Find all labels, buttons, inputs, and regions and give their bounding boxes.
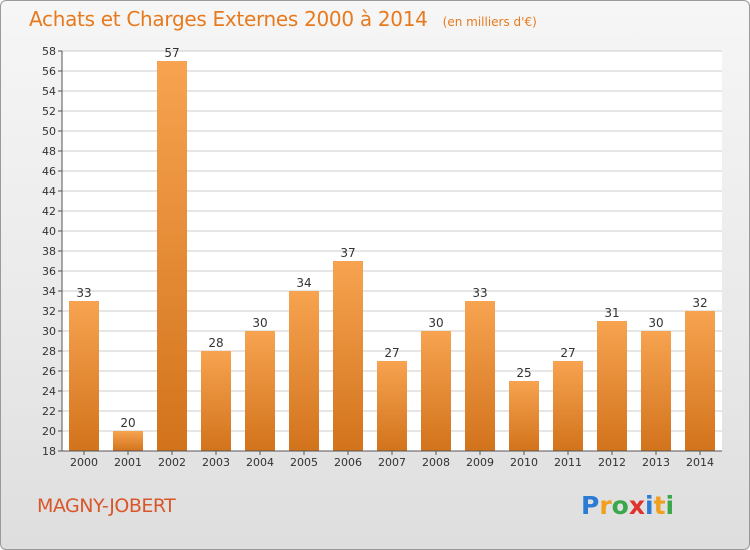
chart-title-block: Achats et Charges Externes 2000 à 2014 (… — [29, 7, 537, 31]
bar — [641, 331, 671, 451]
x-tick-label: 2013 — [642, 456, 670, 469]
data-label: 27 — [560, 346, 575, 360]
logo-letter: r — [599, 491, 612, 520]
bars — [69, 61, 715, 451]
data-label: 20 — [120, 416, 135, 430]
chart-title: Achats et Charges Externes 2000 à 2014 — [29, 7, 428, 31]
bar — [157, 61, 187, 451]
x-axis: 2000 2001 2002 2003 2004 2005 2006 2007 2008 2009… — [62, 450, 722, 469]
data-label: 30 — [252, 316, 267, 330]
bar — [201, 351, 231, 451]
logo-letter: i — [665, 491, 675, 520]
bar — [685, 311, 715, 451]
x-tick-label: 2010 — [510, 456, 538, 469]
y-tick-label: 18 — [42, 445, 56, 458]
y-tick-label: 46 — [42, 165, 56, 178]
y-tick-label: 38 — [42, 245, 56, 258]
bar — [553, 361, 583, 451]
logo-letter: x — [628, 491, 645, 520]
bar — [509, 381, 539, 451]
data-labels: 33 20 57 28 30 34 37 27 30 33 25 27 31 30 32 — [76, 46, 707, 430]
bar — [597, 321, 627, 451]
y-tick-label: 22 — [42, 405, 56, 418]
y-tick-label: 24 — [42, 385, 56, 398]
data-label: 31 — [604, 306, 619, 320]
data-label: 25 — [516, 366, 531, 380]
x-tick-label: 2001 — [114, 456, 142, 469]
data-label: 33 — [472, 286, 487, 300]
x-tick-label: 2003 — [202, 456, 230, 469]
y-tick-label: 40 — [42, 225, 56, 238]
y-tick-label: 44 — [42, 185, 56, 198]
data-label: 28 — [208, 336, 223, 350]
x-tick-label: 2005 — [290, 456, 318, 469]
bar — [377, 361, 407, 451]
data-label: 27 — [384, 346, 399, 360]
bar — [421, 331, 451, 451]
data-label: 30 — [428, 316, 443, 330]
logo-letter: o — [611, 491, 629, 520]
x-tick-label: 2008 — [422, 456, 450, 469]
x-tick-label: 2007 — [378, 456, 406, 469]
bar — [69, 301, 99, 451]
bar — [245, 331, 275, 451]
y-tick-label: 42 — [42, 205, 56, 218]
y-tick-label: 50 — [42, 125, 56, 138]
logo-letter: i — [645, 491, 654, 520]
x-tick-label: 2011 — [554, 456, 582, 469]
y-tick-label: 20 — [42, 425, 56, 438]
y-tick-label: 56 — [42, 65, 56, 78]
data-label: 37 — [340, 246, 355, 260]
x-tick-label: 2006 — [334, 456, 362, 469]
bar — [333, 261, 363, 451]
logo-letter: t — [653, 491, 666, 520]
y-tick-label: 58 — [42, 45, 56, 58]
y-tick-label: 36 — [42, 265, 56, 278]
y-tick-label: 30 — [42, 325, 56, 338]
x-tick-label: 2000 — [70, 456, 98, 469]
x-tick-label: 2012 — [598, 456, 626, 469]
y-tick-label: 52 — [42, 105, 56, 118]
y-tick-label: 26 — [42, 365, 56, 378]
y-axis: 18 20 22 24 26 28 30 32 34 36 38 40 42 44 46 48 50 52 54 56… — [42, 45, 63, 458]
data-label: 57 — [164, 46, 179, 60]
commune-name: MAGNY-JOBERT — [37, 495, 176, 517]
bar — [289, 291, 319, 451]
y-tick-label: 34 — [42, 285, 56, 298]
chart-unit-note: (en milliers d'€) — [442, 15, 537, 29]
bar — [113, 431, 143, 451]
x-tick-label: 2014 — [686, 456, 714, 469]
y-tick-label: 28 — [42, 345, 56, 358]
y-tick-label: 48 — [42, 145, 56, 158]
y-tick-label: 54 — [42, 85, 56, 98]
logo-letter: P — [581, 491, 600, 520]
data-label: 30 — [648, 316, 663, 330]
x-tick-label: 2002 — [158, 456, 186, 469]
proxiti-logo: Proxiti — [581, 491, 674, 520]
x-tick-label: 2004 — [246, 456, 274, 469]
y-tick-label: 32 — [42, 305, 56, 318]
bar — [465, 301, 495, 451]
data-label: 33 — [76, 286, 91, 300]
data-label: 34 — [296, 276, 311, 290]
x-tick-label: 2009 — [466, 456, 494, 469]
data-label: 32 — [692, 296, 707, 310]
